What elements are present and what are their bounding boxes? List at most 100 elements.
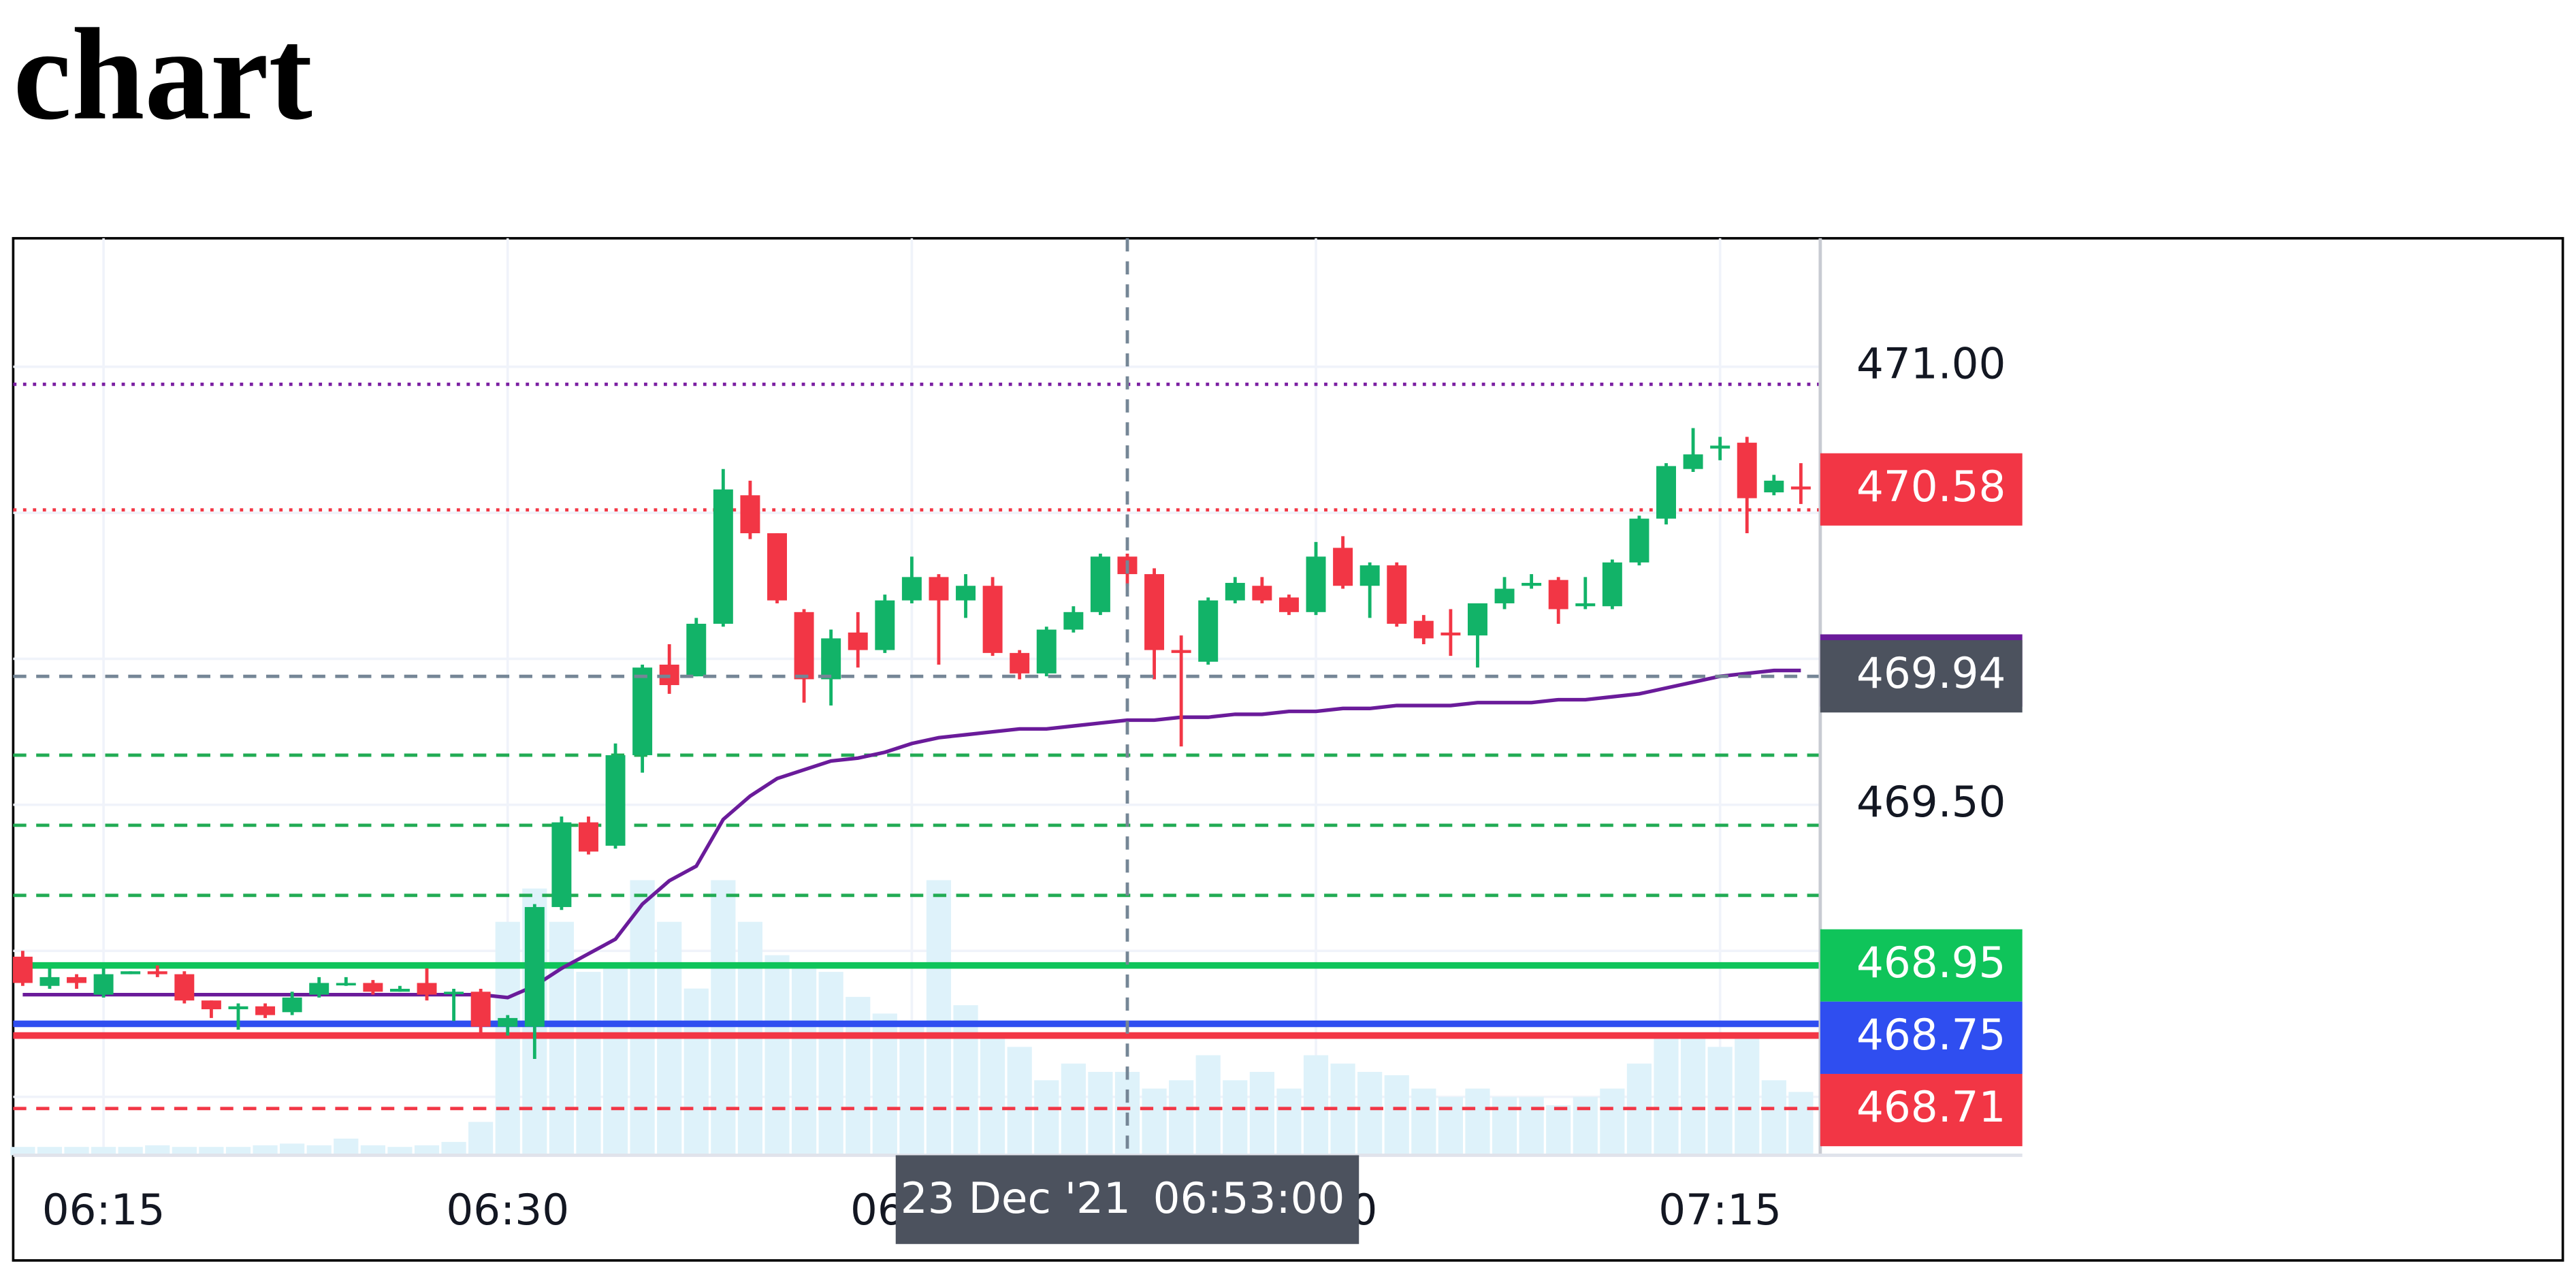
volume-bar bbox=[253, 1145, 278, 1156]
crosshair-time-label-bg bbox=[895, 1155, 1359, 1244]
volume-bar bbox=[1788, 1092, 1814, 1156]
volume-bar bbox=[1492, 1096, 1517, 1156]
candle-body bbox=[470, 992, 491, 1027]
volume-bar bbox=[145, 1145, 170, 1156]
volume-bar bbox=[280, 1143, 305, 1156]
candle-body bbox=[901, 577, 922, 601]
volume-bar bbox=[1007, 1047, 1032, 1156]
candle-body bbox=[875, 600, 895, 650]
last-price-label: 470.58 bbox=[1856, 462, 2006, 511]
candle-body bbox=[1548, 580, 1568, 609]
volume-bar bbox=[1223, 1080, 1248, 1156]
candle-body bbox=[1440, 632, 1461, 636]
crosshair-price-label: 469.94 bbox=[1856, 648, 2006, 698]
candle-body bbox=[1333, 548, 1353, 586]
candle-body bbox=[39, 977, 60, 986]
volume-bar bbox=[683, 988, 709, 1156]
candle-body bbox=[201, 1000, 221, 1010]
candle-body bbox=[524, 906, 545, 1027]
candle-body bbox=[1602, 562, 1622, 607]
volume-bar bbox=[1438, 1096, 1464, 1156]
x-tick-label: 06:15 bbox=[42, 1185, 165, 1235]
candle-body bbox=[12, 956, 33, 983]
volume-bar bbox=[1411, 1088, 1436, 1156]
candle-body bbox=[605, 755, 626, 846]
candle-body bbox=[1522, 582, 1542, 586]
candle-body bbox=[1278, 597, 1299, 612]
candle-body bbox=[1359, 565, 1380, 586]
candle-body bbox=[1171, 650, 1191, 653]
y-tick-label: 469.50 bbox=[1856, 777, 2006, 827]
candle-body bbox=[309, 983, 329, 995]
candle-body bbox=[93, 974, 114, 995]
candle-body bbox=[147, 971, 167, 974]
candle-body bbox=[1090, 556, 1110, 612]
volume-bar bbox=[64, 1147, 89, 1156]
candle-body bbox=[1198, 600, 1219, 662]
candle-body bbox=[1010, 652, 1030, 673]
volume-bar bbox=[118, 1147, 143, 1156]
candle-body bbox=[363, 983, 383, 992]
volume-bar bbox=[1654, 1039, 1679, 1156]
volume-bar bbox=[980, 1039, 1005, 1156]
price-label: 468.75 bbox=[1856, 1010, 2006, 1060]
crosshair-time-label: 06:53:00 bbox=[1153, 1173, 1345, 1223]
volume-bar bbox=[953, 1005, 978, 1156]
volume-bar bbox=[172, 1147, 197, 1156]
candle-body bbox=[551, 822, 572, 907]
x-tick-label: 06:30 bbox=[446, 1185, 569, 1235]
candle-body bbox=[1063, 612, 1084, 630]
candle-body bbox=[740, 495, 760, 534]
candle-body bbox=[1656, 466, 1676, 519]
candle-body bbox=[1468, 603, 1487, 636]
volume-bar bbox=[1088, 1072, 1113, 1156]
volume-bar bbox=[1707, 1047, 1733, 1156]
volume-bar bbox=[1546, 1105, 1571, 1156]
volume-bar bbox=[37, 1147, 63, 1156]
volume-bar bbox=[818, 972, 843, 1156]
volume-bar bbox=[1680, 1039, 1706, 1156]
volume-bar bbox=[1357, 1072, 1383, 1156]
candle-body bbox=[67, 977, 87, 983]
volume-bar bbox=[1142, 1088, 1167, 1156]
last-price-label-bg bbox=[1820, 453, 2023, 526]
candle-body bbox=[282, 997, 302, 1013]
candle-body bbox=[578, 822, 598, 852]
volume-bar bbox=[1735, 1039, 1760, 1156]
volume-bar bbox=[1573, 1096, 1598, 1156]
volume-bar bbox=[1034, 1080, 1059, 1156]
volume-bar bbox=[468, 1122, 494, 1156]
candle-body bbox=[1629, 518, 1649, 562]
candle-body bbox=[1144, 574, 1165, 650]
candle-body bbox=[389, 989, 410, 992]
candle-body bbox=[1306, 556, 1326, 612]
crosshair-price-label-bg bbox=[1820, 640, 2023, 713]
candle-body bbox=[255, 1006, 276, 1015]
candle-body bbox=[120, 971, 141, 974]
volume-bar bbox=[414, 1145, 440, 1156]
volume-bar bbox=[306, 1145, 332, 1156]
volume-bar bbox=[334, 1138, 359, 1156]
candle-body bbox=[1494, 588, 1515, 603]
candle-body bbox=[632, 667, 653, 755]
candle-body bbox=[956, 586, 976, 601]
candle-body bbox=[848, 632, 868, 650]
x-tick-label: 07:15 bbox=[1658, 1185, 1782, 1235]
volume-bar bbox=[791, 963, 817, 1156]
volume-bar bbox=[711, 880, 736, 1156]
crosshair-date-label: 23 Dec '21 bbox=[901, 1173, 1131, 1223]
candle-body bbox=[1036, 629, 1057, 673]
volume-bar bbox=[1519, 1096, 1544, 1156]
candle-body bbox=[821, 638, 841, 680]
candle-body bbox=[982, 586, 1003, 653]
volume-bar bbox=[225, 1147, 251, 1156]
volume-bar bbox=[1249, 1072, 1274, 1156]
volume-bar bbox=[1384, 1075, 1409, 1156]
candle-body bbox=[1737, 443, 1757, 498]
price-label-bg bbox=[1820, 1073, 2023, 1147]
candle-body bbox=[417, 983, 437, 995]
volume-bar bbox=[602, 963, 628, 1156]
candle-body bbox=[686, 623, 707, 677]
volume-bar bbox=[1465, 1088, 1490, 1156]
